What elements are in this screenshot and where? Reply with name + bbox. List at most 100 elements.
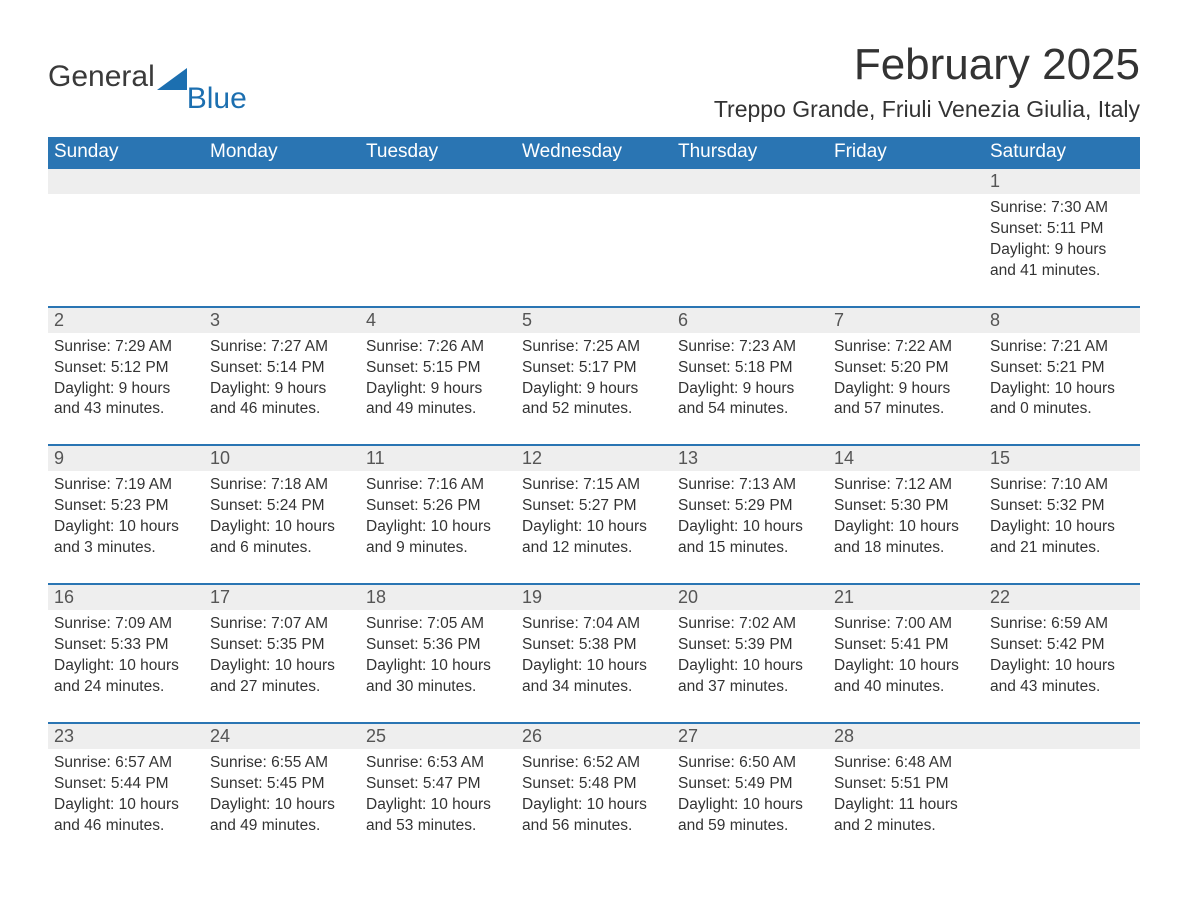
day-line-sunset: Sunset: 5:17 PM <box>522 358 666 379</box>
logo-triangle-icon <box>157 68 187 90</box>
day-line-sunset: Sunset: 5:20 PM <box>834 358 978 379</box>
week-row: 1Sunrise: 7:30 AMSunset: 5:11 PMDaylight… <box>48 169 1140 282</box>
day-line-sunset: Sunset: 5:30 PM <box>834 496 978 517</box>
day-header: Wednesday <box>516 137 672 169</box>
day-line-d1: Daylight: 10 hours <box>54 656 198 677</box>
day-cell: Sunrise: 6:53 AMSunset: 5:47 PMDaylight:… <box>360 749 516 837</box>
day-cell: Sunrise: 7:04 AMSunset: 5:38 PMDaylight:… <box>516 610 672 698</box>
day-line-d2: and 24 minutes. <box>54 677 198 698</box>
day-line-sunset: Sunset: 5:32 PM <box>990 496 1134 517</box>
day-number: 24 <box>204 724 360 749</box>
day-cell: Sunrise: 7:16 AMSunset: 5:26 PMDaylight:… <box>360 471 516 559</box>
day-line-sunrise: Sunrise: 7:21 AM <box>990 337 1134 358</box>
day-number <box>828 169 984 194</box>
day-line-sunrise: Sunrise: 7:27 AM <box>210 337 354 358</box>
day-line-d2: and 0 minutes. <box>990 399 1134 420</box>
day-line-d1: Daylight: 9 hours <box>522 379 666 400</box>
day-line-sunrise: Sunrise: 7:29 AM <box>54 337 198 358</box>
day-line-sunrise: Sunrise: 7:02 AM <box>678 614 822 635</box>
calendar: SundayMondayTuesdayWednesdayThursdayFrid… <box>48 137 1140 836</box>
day-line-sunset: Sunset: 5:21 PM <box>990 358 1134 379</box>
day-line-sunrise: Sunrise: 7:13 AM <box>678 475 822 496</box>
day-line-d1: Daylight: 10 hours <box>678 517 822 538</box>
title-block: February 2025 Treppo Grande, Friuli Vene… <box>714 40 1140 123</box>
day-header: Sunday <box>48 137 204 169</box>
day-header: Saturday <box>984 137 1140 169</box>
day-line-d2: and 49 minutes. <box>210 816 354 837</box>
week-row: 9101112131415Sunrise: 7:19 AMSunset: 5:2… <box>48 444 1140 559</box>
day-line-sunrise: Sunrise: 6:48 AM <box>834 753 978 774</box>
day-line-d2: and 27 minutes. <box>210 677 354 698</box>
day-line-d2: and 30 minutes. <box>366 677 510 698</box>
location: Treppo Grande, Friuli Venezia Giulia, It… <box>714 96 1140 123</box>
day-line-sunrise: Sunrise: 6:57 AM <box>54 753 198 774</box>
day-line-sunrise: Sunrise: 7:09 AM <box>54 614 198 635</box>
day-line-d2: and 43 minutes. <box>54 399 198 420</box>
day-line-d2: and 3 minutes. <box>54 538 198 559</box>
day-number: 9 <box>48 446 204 471</box>
day-headers: SundayMondayTuesdayWednesdayThursdayFrid… <box>48 137 1140 169</box>
day-cell <box>360 194 516 282</box>
day-line-d1: Daylight: 9 hours <box>990 240 1134 261</box>
day-header: Thursday <box>672 137 828 169</box>
day-line-sunset: Sunset: 5:24 PM <box>210 496 354 517</box>
day-number: 14 <box>828 446 984 471</box>
day-line-sunset: Sunset: 5:27 PM <box>522 496 666 517</box>
day-line-d2: and 21 minutes. <box>990 538 1134 559</box>
day-line-d2: and 9 minutes. <box>366 538 510 559</box>
day-line-sunset: Sunset: 5:51 PM <box>834 774 978 795</box>
day-line-d1: Daylight: 10 hours <box>834 656 978 677</box>
day-line-d1: Daylight: 11 hours <box>834 795 978 816</box>
day-cell: Sunrise: 7:27 AMSunset: 5:14 PMDaylight:… <box>204 333 360 421</box>
day-cell <box>48 194 204 282</box>
week-row: 232425262728Sunrise: 6:57 AMSunset: 5:44… <box>48 722 1140 837</box>
day-number-row: 9101112131415 <box>48 446 1140 471</box>
day-number-row: 232425262728 <box>48 724 1140 749</box>
day-line-d2: and 57 minutes. <box>834 399 978 420</box>
day-line-sunset: Sunset: 5:14 PM <box>210 358 354 379</box>
day-line-d1: Daylight: 10 hours <box>990 379 1134 400</box>
day-line-d1: Daylight: 9 hours <box>54 379 198 400</box>
day-line-d1: Daylight: 10 hours <box>678 656 822 677</box>
day-cell <box>516 194 672 282</box>
week-row: 16171819202122Sunrise: 7:09 AMSunset: 5:… <box>48 583 1140 698</box>
day-cell: Sunrise: 7:18 AMSunset: 5:24 PMDaylight:… <box>204 471 360 559</box>
day-line-sunset: Sunset: 5:12 PM <box>54 358 198 379</box>
day-line-d2: and 56 minutes. <box>522 816 666 837</box>
day-line-sunset: Sunset: 5:48 PM <box>522 774 666 795</box>
day-line-d2: and 12 minutes. <box>522 538 666 559</box>
day-line-d1: Daylight: 10 hours <box>210 656 354 677</box>
day-line-sunset: Sunset: 5:11 PM <box>990 219 1134 240</box>
day-number-row: 16171819202122 <box>48 585 1140 610</box>
day-line-d1: Daylight: 10 hours <box>834 517 978 538</box>
day-cell: Sunrise: 7:21 AMSunset: 5:21 PMDaylight:… <box>984 333 1140 421</box>
day-line-d2: and 34 minutes. <box>522 677 666 698</box>
day-cell: Sunrise: 7:19 AMSunset: 5:23 PMDaylight:… <box>48 471 204 559</box>
day-line-sunset: Sunset: 5:39 PM <box>678 635 822 656</box>
day-line-d1: Daylight: 10 hours <box>54 517 198 538</box>
day-line-sunset: Sunset: 5:15 PM <box>366 358 510 379</box>
day-cell: Sunrise: 6:59 AMSunset: 5:42 PMDaylight:… <box>984 610 1140 698</box>
day-cell: Sunrise: 7:00 AMSunset: 5:41 PMDaylight:… <box>828 610 984 698</box>
day-line-sunrise: Sunrise: 7:26 AM <box>366 337 510 358</box>
day-line-d2: and 15 minutes. <box>678 538 822 559</box>
day-line-d1: Daylight: 10 hours <box>54 795 198 816</box>
day-line-d1: Daylight: 10 hours <box>522 795 666 816</box>
logo: General Blue <box>48 40 247 116</box>
day-cell: Sunrise: 7:29 AMSunset: 5:12 PMDaylight:… <box>48 333 204 421</box>
logo-text-blue: Blue <box>187 82 247 116</box>
day-number <box>204 169 360 194</box>
day-line-sunrise: Sunrise: 6:53 AM <box>366 753 510 774</box>
day-line-d1: Daylight: 10 hours <box>366 517 510 538</box>
logo-text-general: General <box>48 60 155 94</box>
day-cell <box>828 194 984 282</box>
day-header: Friday <box>828 137 984 169</box>
day-line-sunrise: Sunrise: 7:07 AM <box>210 614 354 635</box>
day-line-d2: and 18 minutes. <box>834 538 978 559</box>
day-line-d1: Daylight: 10 hours <box>366 656 510 677</box>
day-line-d2: and 37 minutes. <box>678 677 822 698</box>
day-line-d2: and 40 minutes. <box>834 677 978 698</box>
day-line-sunrise: Sunrise: 7:30 AM <box>990 198 1134 219</box>
day-line-sunrise: Sunrise: 7:05 AM <box>366 614 510 635</box>
day-cell: Sunrise: 7:09 AMSunset: 5:33 PMDaylight:… <box>48 610 204 698</box>
